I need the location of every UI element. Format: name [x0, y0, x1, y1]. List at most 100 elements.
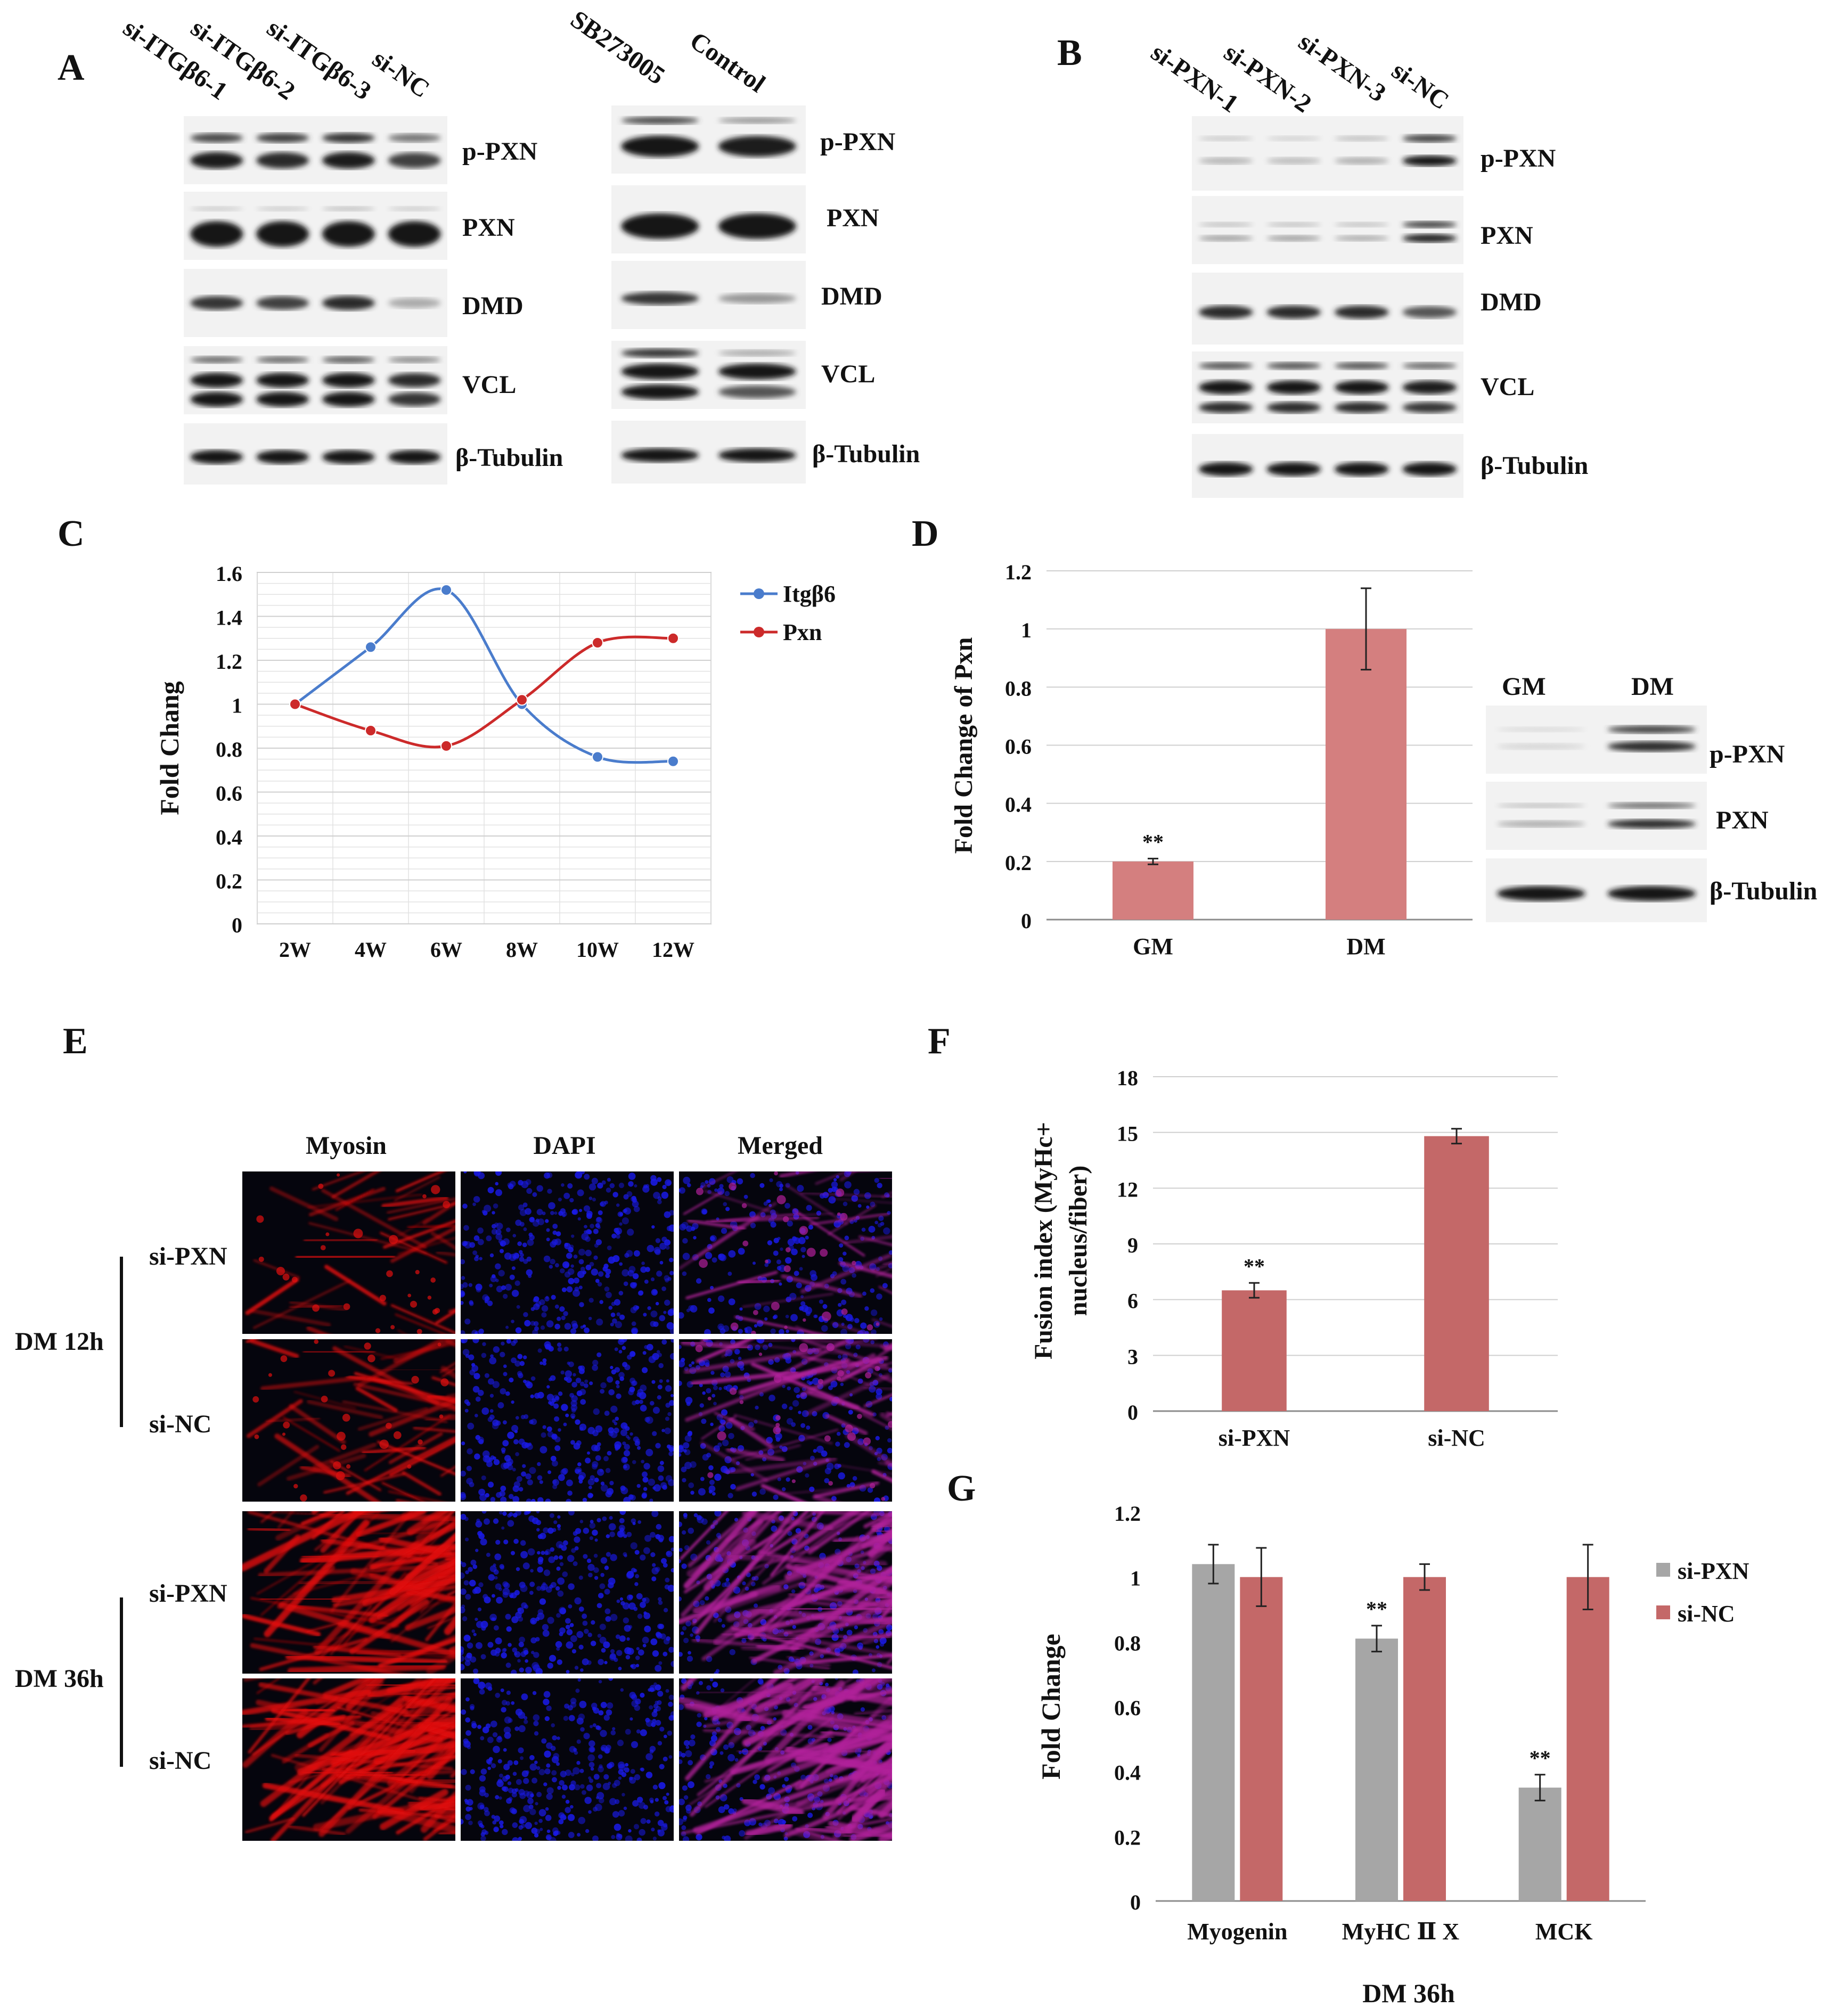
nucleus-dot — [579, 1768, 584, 1773]
nucleus-dot — [683, 1176, 691, 1184]
nucleus-dot — [671, 1715, 674, 1719]
myotube-fibre — [260, 1512, 380, 1616]
myotube-fibre — [742, 1293, 833, 1308]
nucleus-dot — [515, 1511, 521, 1516]
nucleus-dot — [773, 1717, 777, 1721]
nucleus-dot — [573, 1373, 576, 1376]
nucleus-dot — [595, 1725, 600, 1730]
blot-row-label: β-Tubulin — [455, 444, 563, 472]
nucleus-dot — [867, 1487, 873, 1493]
nucleus-dot — [612, 1318, 617, 1324]
myotube-fibre — [250, 1339, 299, 1358]
nucleus-dot — [607, 1450, 612, 1456]
nucleus-dot — [473, 1668, 479, 1674]
myotube-fibre — [785, 1184, 848, 1225]
nucleus-dot — [461, 1470, 466, 1477]
nucleus-dot — [476, 1518, 480, 1523]
nucleus-dot — [551, 1756, 559, 1764]
nucleus-dot — [679, 1559, 682, 1563]
nucleus-dot — [681, 1357, 685, 1362]
nucleus-dot — [557, 1659, 562, 1665]
nucleus-dot — [659, 1315, 666, 1322]
nucleus-dot — [565, 1618, 571, 1624]
nucleus-dot — [554, 1304, 559, 1309]
nucleus-dot — [607, 1488, 614, 1495]
blot-a1-band — [388, 450, 441, 464]
nucleus-dot — [583, 1733, 590, 1740]
nucleus-dot — [495, 1583, 502, 1590]
myotube-fibre — [696, 1339, 755, 1363]
nucleus-dot — [800, 1247, 806, 1253]
nucleus-dot — [541, 1551, 545, 1555]
nucleus-dot — [770, 1222, 776, 1228]
nucleus-dot — [461, 1514, 467, 1520]
nucleus-dot — [683, 1637, 689, 1643]
nucleus-dot — [511, 1669, 517, 1674]
x-tick-label: si-PXN — [1219, 1425, 1290, 1451]
nucleus-dot — [874, 1178, 879, 1183]
micrograph-content — [461, 1678, 674, 1841]
nucleus-dot — [552, 1230, 557, 1235]
nucleus-dot — [499, 1249, 504, 1253]
myotube-fibre — [745, 1444, 801, 1461]
nucleus-dot — [634, 1704, 641, 1711]
myotube-fibre — [292, 1604, 388, 1618]
data-point — [365, 641, 377, 653]
nucleus-dot — [667, 1277, 672, 1281]
myotube-fibre — [397, 1329, 406, 1334]
nucleus-dot — [852, 1669, 858, 1674]
nucleus-dot — [514, 1361, 521, 1367]
nucleus-dot — [567, 1490, 573, 1496]
myotube-fibre — [405, 1691, 455, 1710]
myotube-fibre — [288, 1825, 346, 1836]
blot-row-label: p-PXN — [820, 128, 896, 156]
nucleus-dot — [650, 1531, 656, 1538]
nucleus-dot — [689, 1364, 692, 1367]
nucleus-dot — [661, 1286, 666, 1291]
blot-b-band — [1334, 235, 1389, 241]
cell-spot — [870, 1482, 876, 1489]
cell-spot — [803, 1318, 806, 1322]
myotube-fibre — [373, 1740, 455, 1765]
nucleus-dot — [700, 1477, 705, 1481]
nucleus-dot — [640, 1405, 647, 1412]
nucleus-dot — [542, 1361, 547, 1366]
nucleus-dot — [669, 1257, 674, 1263]
blot-b-strip — [1192, 196, 1463, 264]
nucleus-dot — [652, 1784, 658, 1790]
nucleus-dot — [668, 1694, 674, 1700]
blot-row-label: VCL — [1481, 373, 1534, 401]
y-tick-label: 0.2 — [1005, 851, 1032, 875]
nucleus-dot — [463, 1580, 469, 1586]
nucleus-dot — [475, 1617, 478, 1621]
myotube-fibre — [880, 1345, 892, 1350]
nucleus-dot — [682, 1836, 690, 1841]
nucleus-dot — [465, 1570, 469, 1575]
blot-a2-band — [621, 213, 699, 239]
nucleus-dot — [615, 1447, 619, 1451]
nucleus-dot — [618, 1339, 625, 1345]
myotube-fibre — [397, 1237, 455, 1255]
nucleus-dot — [586, 1558, 592, 1563]
nucleus-dot — [545, 1815, 552, 1821]
nucleus-dot — [521, 1770, 529, 1777]
nucleus-dot — [640, 1692, 645, 1698]
blot-b-band — [1334, 157, 1389, 165]
nucleus-dot — [568, 1277, 575, 1284]
legend-label: Pxn — [783, 619, 822, 645]
blot-a1-band — [256, 450, 309, 464]
blot-row-label: PXN — [827, 204, 879, 232]
nucleus-dot — [493, 1459, 500, 1465]
nucleus-dot — [600, 1701, 607, 1708]
myotube-fibre — [369, 1522, 455, 1570]
cell-spot — [342, 1414, 350, 1422]
nucleus-dot — [570, 1635, 577, 1642]
nucleus-dot — [796, 1394, 800, 1398]
nucleus-dot — [494, 1815, 501, 1822]
nucleus-dot — [669, 1353, 674, 1360]
myotube-fibre — [419, 1801, 455, 1812]
nucleus-dot — [522, 1379, 527, 1383]
nucleus-dot — [526, 1511, 531, 1514]
cell-spot — [407, 1464, 412, 1469]
myotube-fibre — [879, 1412, 892, 1424]
